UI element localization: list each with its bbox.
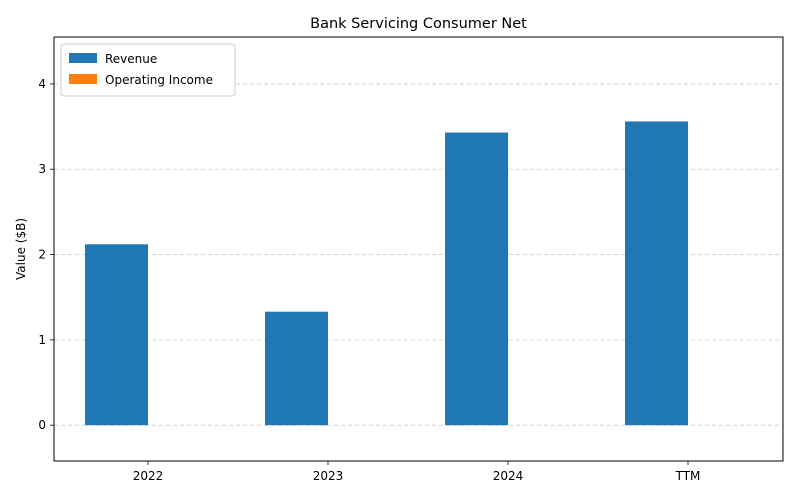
x-tick-label: 2023: [313, 469, 344, 483]
legend-label: Revenue: [105, 52, 157, 66]
legend-swatch: [69, 53, 97, 63]
bar-revenue-2022: [85, 244, 148, 426]
x-tick-label: 2022: [133, 469, 164, 483]
legend-box: [60, 43, 236, 97]
bar-revenue-ttm: [625, 121, 688, 426]
y-tick-label: 2: [38, 248, 46, 262]
axes: 0 1 2 3 4 2022 2023 2024 TTM: [38, 36, 784, 483]
legend[interactable]: Revenue Operating Income: [60, 43, 236, 97]
x-tick-label: 2024: [493, 469, 524, 483]
plot-frame: [53, 36, 784, 462]
x-tick-label: TTM: [675, 469, 701, 483]
bar-revenue-2023: [265, 311, 328, 426]
y-tick-label: 0: [38, 418, 46, 432]
y-tick-label: 3: [38, 162, 46, 176]
bar-revenue-2024: [445, 132, 508, 426]
bars: [85, 121, 688, 426]
legend-swatch: [69, 74, 97, 84]
legend-label: Operating Income: [105, 73, 213, 87]
y-axis-label: Value ($B): [14, 218, 28, 280]
y-tick-label: 1: [38, 333, 46, 347]
y-tick-label: 4: [38, 77, 46, 91]
chart-title: Bank Servicing Consumer Net: [310, 16, 527, 32]
